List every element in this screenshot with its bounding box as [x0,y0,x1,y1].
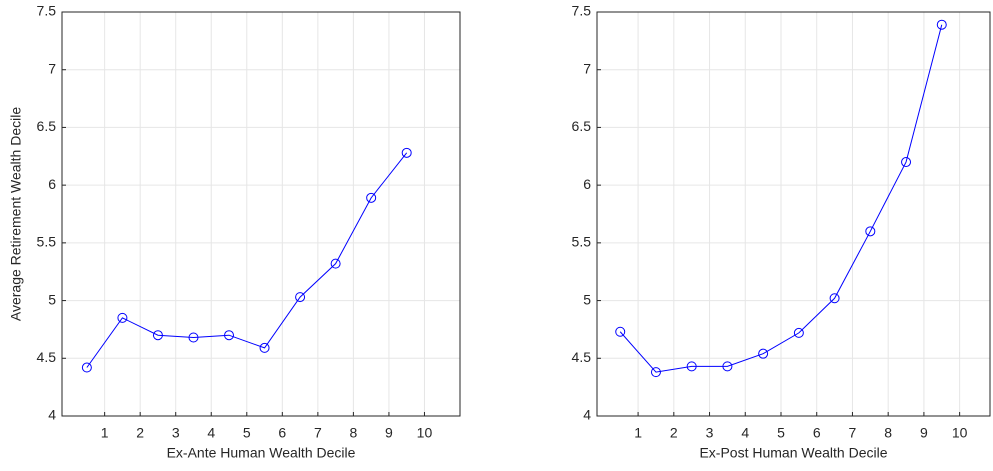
data-point [117,312,128,323]
y-tick-label: 4 [48,407,56,423]
series-line [86,152,408,368]
x-tick-label: 7 [314,425,322,441]
y-tick-label: 4.5 [37,349,57,365]
data-point [758,348,769,359]
y-tick-label: 4 [583,407,591,423]
x-tick-label: 8 [884,425,892,441]
y-tick-label: 6.5 [37,118,57,134]
data-point [224,330,235,341]
y-tick-label: 7.5 [572,3,592,19]
y-tick-label: 5 [583,291,591,307]
x-tick-label: 1 [101,425,109,441]
y-tick-label: 5 [48,291,56,307]
series-line [619,24,943,373]
x-tick-label: 6 [278,425,286,441]
x-tick-label: 1 [634,425,642,441]
data-point [259,342,270,353]
data-point [686,361,697,372]
axes-box [61,11,461,417]
y-tick-label: 7 [583,60,591,76]
x-tick-label: 10 [952,425,968,441]
y-tick-label: 6 [48,176,56,192]
data-point [901,157,912,168]
x-tick-label: 5 [777,425,785,441]
x-tick-label: 9 [920,425,928,441]
y-tick-label: 4.5 [572,349,592,365]
data-point [188,332,199,343]
data-point [330,258,341,269]
y-axis-label: Average Retirement Wealth Decile [8,107,24,321]
plot-area [597,12,990,416]
data-point [615,326,626,337]
y-tick-label: 5.5 [37,234,57,250]
x-tick-label: 3 [172,425,180,441]
x-tick-label: 7 [849,425,857,441]
y-tick-label: 5.5 [572,234,592,250]
x-tick-label: 8 [349,425,357,441]
data-point [722,361,733,372]
data-point [152,330,163,341]
data-point [865,226,876,237]
x-tick-label: 4 [207,425,215,441]
y-tick-label: 6 [583,176,591,192]
y-tick-label: 7 [48,60,56,76]
data-point [829,293,840,304]
x-tick-label: 2 [670,425,678,441]
data-point [401,147,412,158]
x-axis-label: Ex-Post Human Wealth Decile [699,445,887,461]
x-tick-label: 6 [813,425,821,441]
data-point [81,362,92,373]
x-tick-label: 9 [385,425,393,441]
x-tick-label: 5 [243,425,251,441]
x-tick-label: 4 [741,425,749,441]
data-point [366,192,377,203]
x-tick-label: 10 [417,425,433,441]
x-tick-label: 2 [136,425,144,441]
x-axis-label: Ex-Ante Human Wealth Decile [167,445,356,461]
x-tick-label: 3 [706,425,714,441]
data-point [295,292,306,303]
axes-box [596,11,991,417]
y-tick-label: 7.5 [37,3,57,19]
plot-area [62,12,460,416]
data-point [793,327,804,338]
data-point [936,19,947,30]
data-point [650,367,661,378]
y-tick-label: 6.5 [572,118,592,134]
